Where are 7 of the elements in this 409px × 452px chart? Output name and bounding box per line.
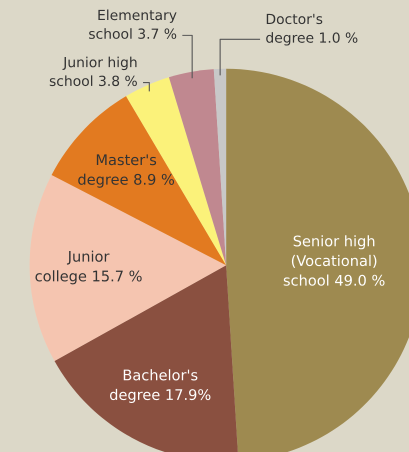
slice-label: Junior college 15.7 % xyxy=(35,250,142,284)
slice-label: Elementary school 3.7 % xyxy=(89,9,177,39)
slice-label: Bachelor's degree 17.9% xyxy=(110,369,210,403)
slice-label: Senior high (Vocational) school 49.0 % xyxy=(284,235,385,286)
slice-label: Junior high school 3.8 % xyxy=(50,56,137,86)
slice-label: Master's degree 8.9 % xyxy=(78,154,174,188)
slice-label: Doctor's degree 1.0 % xyxy=(266,14,358,46)
